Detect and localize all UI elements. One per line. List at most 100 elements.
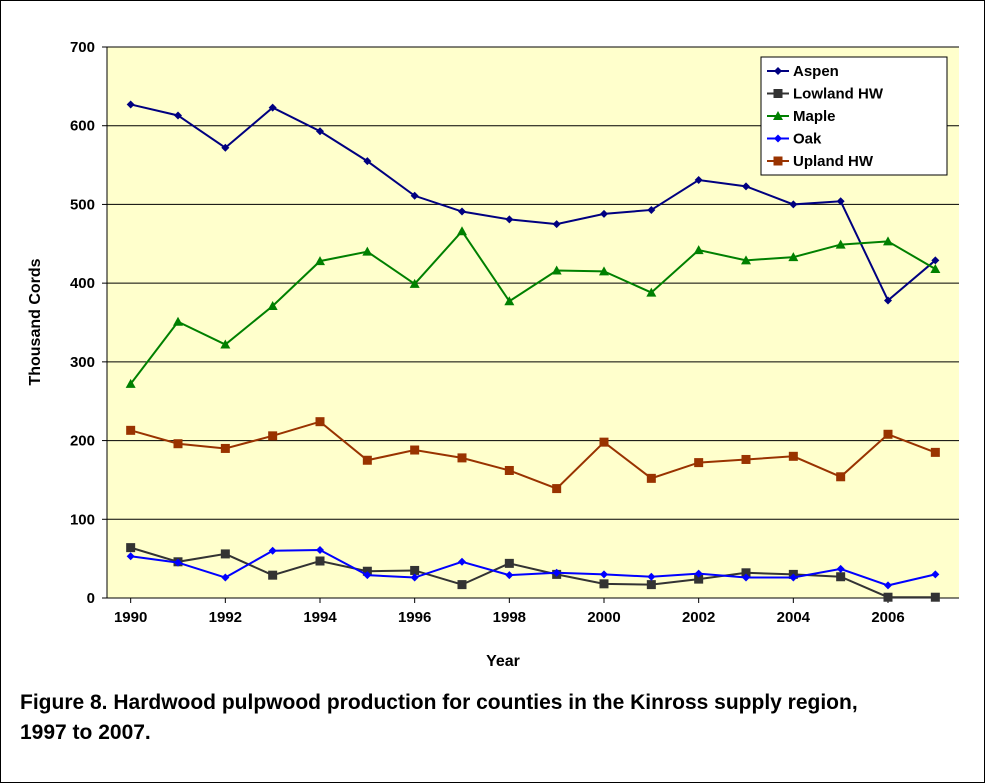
marker xyxy=(267,300,278,310)
marker xyxy=(931,570,940,579)
x-tick-label: 1992 xyxy=(209,609,242,626)
y-tick-label: 300 xyxy=(70,354,95,371)
legend-marker xyxy=(773,89,783,98)
marker xyxy=(457,453,467,463)
marker xyxy=(884,296,892,305)
legend-label: Upland HW xyxy=(793,153,874,170)
marker xyxy=(362,246,373,256)
marker xyxy=(742,182,750,191)
marker xyxy=(694,569,703,578)
marker xyxy=(836,472,846,482)
marker xyxy=(220,443,230,453)
y-tick-label: 700 xyxy=(70,39,95,56)
marker xyxy=(410,573,419,582)
marker xyxy=(741,568,751,578)
legend-marker xyxy=(774,134,782,143)
marker xyxy=(409,278,420,288)
marker xyxy=(884,581,892,590)
marker xyxy=(694,574,704,584)
marker xyxy=(126,552,135,561)
marker xyxy=(458,557,466,566)
marker xyxy=(174,111,182,120)
marker xyxy=(930,447,940,457)
marker xyxy=(931,256,940,265)
marker xyxy=(315,256,325,266)
marker xyxy=(788,252,799,262)
marker xyxy=(362,455,372,465)
marker xyxy=(789,200,798,209)
marker xyxy=(551,265,562,275)
marker xyxy=(883,236,893,246)
marker xyxy=(315,556,325,566)
marker xyxy=(552,220,561,229)
marker xyxy=(410,191,419,200)
marker xyxy=(174,558,182,567)
marker xyxy=(504,558,514,568)
x-tick-label: 1994 xyxy=(303,609,337,626)
marker xyxy=(316,545,324,554)
y-tick-label: 500 xyxy=(70,196,95,213)
marker xyxy=(930,592,940,602)
marker xyxy=(835,239,846,249)
x-tick-label: 2000 xyxy=(587,609,620,626)
marker xyxy=(599,437,609,447)
marker xyxy=(694,458,704,468)
y-axis-label: Thousand Cords xyxy=(27,258,44,385)
marker xyxy=(836,564,845,573)
marker xyxy=(268,570,278,580)
marker xyxy=(600,209,608,218)
marker xyxy=(173,316,183,326)
marker xyxy=(126,543,136,553)
x-axis-label: Year xyxy=(486,653,520,670)
caption: Figure 8. Hardwood pulpwood production f… xyxy=(20,691,858,744)
marker xyxy=(742,573,750,582)
marker xyxy=(504,465,514,475)
y-tick-label: 100 xyxy=(70,511,95,528)
legend-box xyxy=(760,56,948,176)
legend-label: Maple xyxy=(793,108,836,125)
marker xyxy=(552,568,561,577)
marker xyxy=(363,157,372,166)
legend-label: Lowland HW xyxy=(793,86,884,103)
marker xyxy=(220,339,231,349)
y-tick-label: 600 xyxy=(70,118,95,135)
marker xyxy=(457,580,467,590)
marker xyxy=(647,572,656,581)
marker xyxy=(268,431,278,441)
marker xyxy=(599,266,609,276)
marker xyxy=(126,100,135,109)
marker xyxy=(741,255,751,265)
marker xyxy=(647,205,656,214)
marker xyxy=(836,197,845,206)
legend-label: Aspen xyxy=(793,63,839,80)
marker xyxy=(268,546,277,555)
y-tick-label: 200 xyxy=(70,433,95,450)
marker xyxy=(883,592,893,602)
marker xyxy=(504,296,515,306)
series-line xyxy=(130,103,936,303)
x-tick-label: 1996 xyxy=(398,609,431,626)
marker xyxy=(221,573,230,582)
x-tick-label: 2004 xyxy=(777,609,811,626)
marker xyxy=(125,378,136,388)
y-tick-label: 400 xyxy=(70,275,95,292)
marker xyxy=(741,454,751,464)
marker xyxy=(600,570,608,579)
marker xyxy=(788,451,798,461)
marker xyxy=(457,226,467,236)
marker xyxy=(836,572,846,582)
marker xyxy=(363,571,372,580)
marker xyxy=(505,571,514,580)
marker xyxy=(693,245,704,255)
marker xyxy=(268,103,277,112)
marker xyxy=(126,425,136,435)
marker xyxy=(646,473,656,483)
marker xyxy=(458,207,466,216)
legend-marker xyxy=(774,67,782,75)
marker xyxy=(316,127,324,136)
series-line xyxy=(130,420,936,490)
marker xyxy=(315,417,325,427)
x-tick-label: 2002 xyxy=(682,609,715,626)
